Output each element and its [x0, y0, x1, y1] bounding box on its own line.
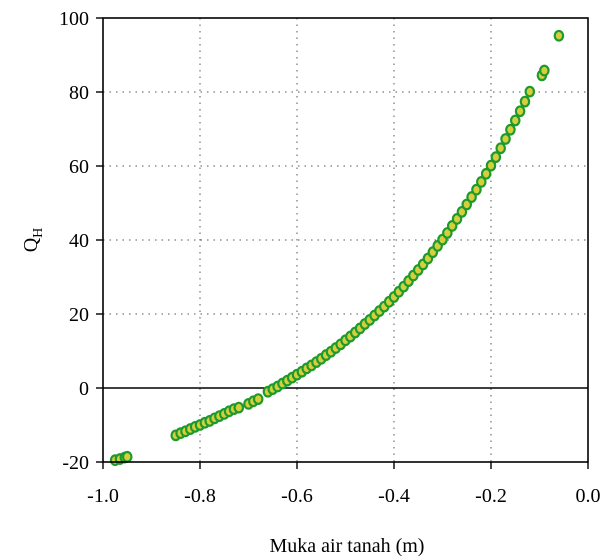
data-point: [524, 85, 536, 98]
y-axis-label-main: Q: [20, 237, 42, 252]
x-tick-label: -0.8: [184, 485, 216, 507]
x-tick-label: -0.2: [475, 485, 507, 507]
x-tick-labels: -1.0 -0.8 -0.6 -0.4 -0.2 0.0: [87, 485, 600, 507]
x-tick-label: -0.4: [378, 485, 410, 507]
data-point: [509, 114, 521, 127]
y-tick-label: 60: [69, 156, 89, 178]
data-point: [471, 183, 482, 196]
x-tick-label: -0.6: [281, 485, 313, 507]
data-point: [121, 450, 133, 463]
data-point: [485, 159, 497, 172]
data-point: [480, 167, 492, 180]
data-point: [539, 64, 550, 77]
y-axis-label: QH: [20, 228, 46, 253]
x-axis-label: Muka air tanah (m): [270, 535, 425, 557]
y-tick-label: 40: [69, 230, 89, 252]
data-point: [500, 133, 511, 145]
y-tick-label: -20: [62, 452, 89, 474]
data-point: [514, 105, 526, 118]
tick-marks: [96, 17, 589, 469]
data-point: [495, 142, 506, 155]
y-axis-label-subscript: H: [31, 228, 46, 238]
y-tick-label: 0: [79, 378, 89, 400]
grid-layer: [103, 18, 588, 462]
data-point: [252, 393, 264, 406]
data-point: [519, 95, 531, 108]
data-points: [109, 29, 565, 467]
data-point: [490, 151, 502, 164]
x-tick-label: 0.0: [576, 485, 601, 507]
y-tick-labels: -20 0 20 40 60 80 100: [59, 8, 89, 474]
y-tick-label: 20: [69, 304, 89, 326]
y-tick-label: 100: [59, 8, 89, 30]
data-point: [475, 176, 487, 188]
data-point: [553, 29, 565, 42]
data-point: [233, 401, 245, 414]
data-point: [505, 123, 516, 136]
x-tick-label: -1.0: [87, 485, 119, 507]
y-tick-label: 80: [69, 82, 89, 104]
